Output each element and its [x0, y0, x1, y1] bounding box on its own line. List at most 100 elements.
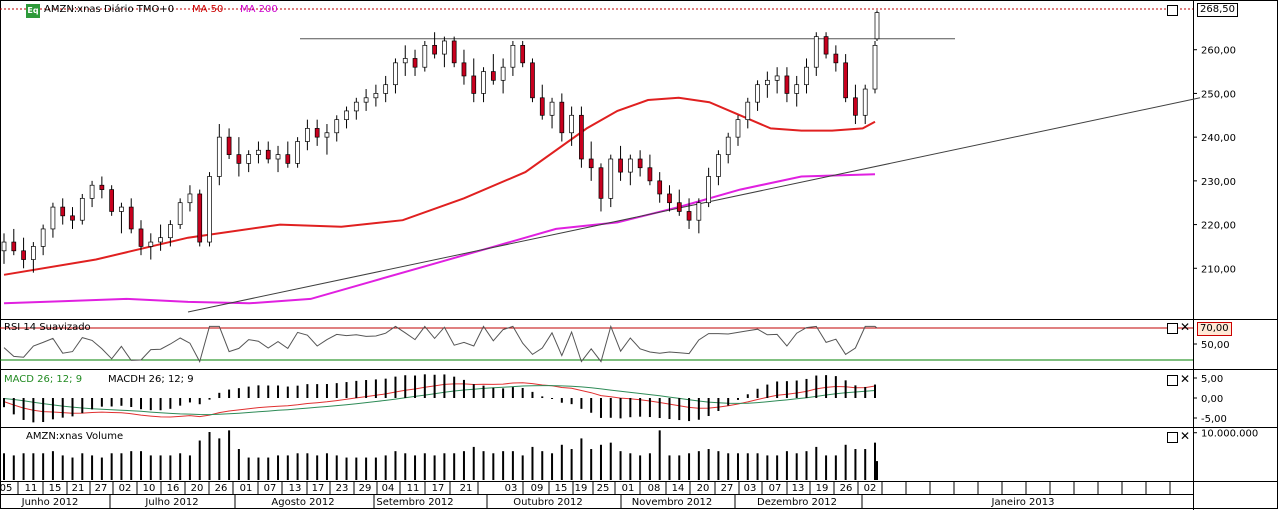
- macdh-bar: [805, 378, 808, 398]
- x-day-label: 27: [721, 483, 734, 494]
- rsi-upper-flag: 70,00: [1197, 322, 1232, 336]
- macdh-bar: [815, 375, 818, 398]
- close-macd-icon[interactable]: ✕: [1180, 372, 1191, 386]
- candle-body: [334, 119, 340, 134]
- candle-body: [588, 158, 594, 169]
- x-day-label: 02: [864, 483, 877, 494]
- rsi-title[interactable]: RSI 14 Suavizado: [4, 322, 91, 333]
- x-month-label: Junho 2012: [21, 497, 79, 508]
- x-day-label: 26: [840, 483, 853, 494]
- macdh-title[interactable]: MACDH 26; 12; 9: [108, 374, 194, 385]
- macdh-bar: [727, 398, 730, 406]
- volume-bar: [423, 453, 426, 480]
- macdh-bar: [639, 398, 642, 417]
- x-day-label: 13: [792, 483, 805, 494]
- volume-bar: [208, 432, 211, 480]
- candle-body: [706, 176, 711, 204]
- volume-bar: [384, 455, 387, 480]
- macdh-bar: [384, 378, 387, 398]
- candle-body: [716, 154, 721, 177]
- volume-bar: [130, 451, 133, 480]
- candle-body: [451, 40, 457, 64]
- volume-bar: [414, 455, 417, 480]
- macdh-bar: [453, 376, 456, 398]
- maximize-rsi-icon[interactable]: [1167, 323, 1178, 334]
- macd-title[interactable]: MACD 26; 12; 9: [4, 374, 83, 385]
- candle-body: [794, 84, 800, 94]
- price-tick-label: 260,00: [1201, 46, 1236, 57]
- volume-bar: [599, 444, 602, 480]
- macdh-bar: [756, 388, 759, 398]
- volume-bar: [785, 451, 788, 480]
- x-month-label: Dezembro 2012: [757, 497, 837, 508]
- macdh-bar: [100, 398, 103, 407]
- macdh-bar: [345, 382, 348, 398]
- candle-body: [774, 75, 780, 81]
- candle-body: [344, 110, 349, 121]
- close-rsi-icon[interactable]: ✕: [1180, 320, 1191, 334]
- volume-bar: [609, 442, 612, 480]
- macdh-bar: [61, 398, 64, 418]
- ma50-legend[interactable]: MA 50: [192, 4, 224, 15]
- x-day-label: 13: [289, 483, 302, 494]
- x-day-label: 04: [382, 483, 395, 494]
- close-volume-icon[interactable]: ✕: [1180, 429, 1191, 443]
- macdh-bar: [834, 376, 837, 398]
- macdh-bar: [335, 383, 338, 398]
- macdh-bar: [71, 398, 74, 417]
- macdh-bar: [110, 398, 113, 407]
- volume-bar: [511, 451, 514, 480]
- macdh-bar: [325, 384, 328, 398]
- volume-bar: [433, 455, 436, 480]
- macdh-bar: [531, 391, 534, 398]
- macd-tick-label: 5,00: [1201, 374, 1223, 385]
- macdh-bar: [766, 384, 769, 398]
- volume-bar: [756, 453, 759, 480]
- volume-bar: [658, 430, 661, 480]
- volume-bar: [228, 430, 231, 480]
- macdh-bar: [521, 387, 524, 398]
- macdh-bar: [785, 381, 788, 398]
- volume-bar: [727, 453, 730, 480]
- volume-bar: [149, 455, 152, 480]
- macdh-bar: [492, 387, 495, 398]
- candle-body: [314, 128, 320, 138]
- eq-badge[interactable]: Eq: [26, 4, 40, 18]
- ma200-legend[interactable]: MA 200: [240, 4, 278, 15]
- maximize-volume-icon[interactable]: [1167, 432, 1178, 443]
- macd-tick-label: 0,00: [1201, 394, 1223, 405]
- macdh-bar: [228, 389, 231, 398]
- candle-body: [813, 36, 819, 68]
- volume-bar: [776, 455, 779, 480]
- volume-bar: [42, 453, 45, 480]
- macdh-bar: [277, 385, 280, 398]
- candle-body: [686, 211, 692, 221]
- volume-bar: [286, 455, 289, 480]
- macdh-bar: [365, 380, 368, 398]
- macdh-bar: [580, 398, 583, 409]
- rsi-line: [3, 324, 878, 363]
- candle-body: [128, 206, 134, 230]
- volume-bar: [32, 453, 35, 480]
- maximize-pane-icon[interactable]: [1167, 5, 1178, 16]
- candle-body: [608, 158, 614, 199]
- candle-body: [442, 40, 447, 55]
- volume-bar: [169, 455, 172, 480]
- candle-body: [647, 167, 653, 182]
- candle-body: [285, 154, 291, 164]
- macdh-bar: [394, 376, 397, 398]
- x-day-label: 11: [407, 483, 420, 494]
- macdh-bar: [844, 380, 847, 398]
- candle-body: [60, 206, 66, 217]
- candle-body: [256, 149, 261, 155]
- x-month-label: Julho 2012: [144, 497, 198, 508]
- symbol-title[interactable]: AMZN:xnas Diário TMO+0: [44, 4, 175, 15]
- candle-body: [99, 184, 105, 190]
- volume-bar: [120, 453, 123, 480]
- maximize-macd-icon[interactable]: [1167, 375, 1178, 386]
- volume-title[interactable]: AMZN:xnas Volume: [26, 431, 124, 442]
- macdh-bar: [609, 398, 612, 418]
- candle-body: [471, 75, 477, 94]
- candle-body: [696, 202, 702, 221]
- candle-body: [627, 158, 633, 173]
